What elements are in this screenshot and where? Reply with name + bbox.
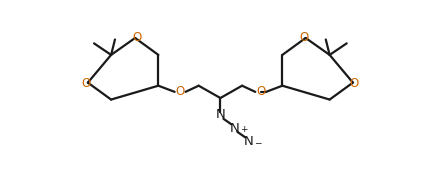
Text: O: O — [299, 31, 309, 44]
Text: N: N — [230, 122, 239, 135]
Text: O: O — [82, 77, 91, 90]
Text: N: N — [243, 135, 253, 148]
Text: O: O — [132, 31, 141, 44]
Text: O: O — [256, 85, 265, 98]
Text: O: O — [175, 85, 185, 98]
Text: O: O — [350, 77, 359, 90]
Text: −: − — [254, 138, 261, 147]
Text: N: N — [215, 108, 225, 121]
Text: +: + — [240, 125, 247, 134]
